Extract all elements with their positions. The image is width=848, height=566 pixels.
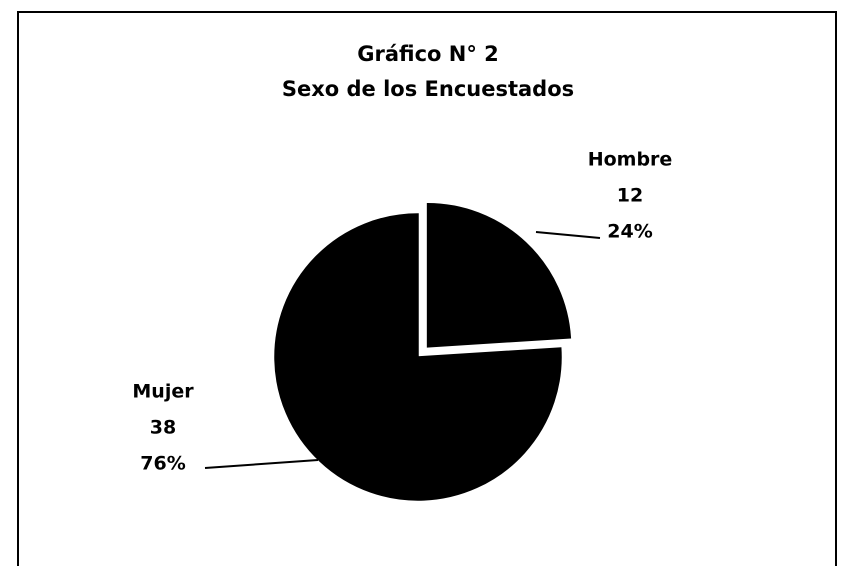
pie-slice	[426, 203, 572, 348]
chart-subtitle: Sexo de los Encuestados	[282, 77, 574, 101]
pie-slice	[274, 213, 562, 501]
leader-line	[204, 459, 319, 469]
slice-percent: 24%	[607, 221, 652, 243]
slice-value: 12	[617, 185, 643, 207]
leader-line	[535, 231, 601, 239]
chart-title: Gráfico N° 2	[357, 42, 499, 66]
slice-percent: 76%	[140, 453, 185, 475]
slice-label: Mujer	[132, 381, 194, 403]
slice-label: Hombre	[588, 149, 673, 171]
slice-value: 38	[150, 417, 176, 439]
